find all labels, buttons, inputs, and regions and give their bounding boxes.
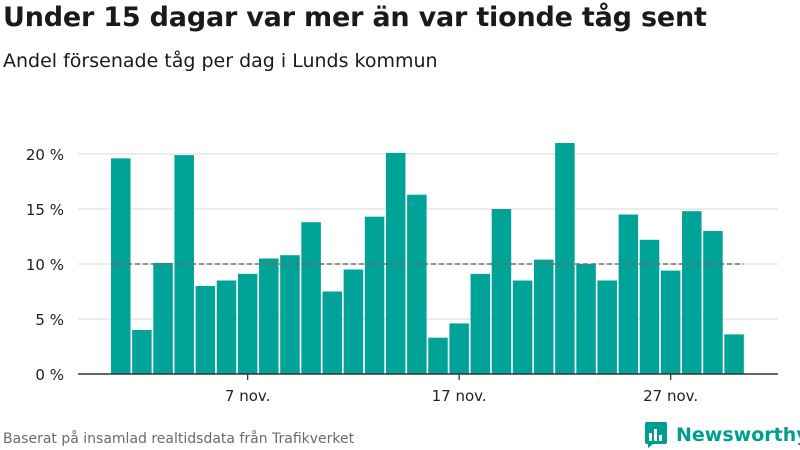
bar [470, 273, 491, 374]
bar [491, 209, 512, 374]
x-axis-labels: 7 nov. 17 nov. 27 nov. [225, 387, 698, 405]
brand-name: Newsworthy [676, 424, 800, 446]
bar [216, 280, 237, 374]
bar [343, 269, 364, 374]
bar [576, 264, 596, 374]
bar [153, 262, 173, 374]
newsworthy-chart-logo-icon [645, 422, 667, 448]
bar [301, 222, 321, 374]
bar [322, 291, 342, 374]
bar [428, 337, 448, 374]
bar [639, 239, 660, 374]
bar [280, 255, 300, 374]
bar [364, 216, 385, 374]
bar [618, 214, 639, 374]
bar [237, 273, 258, 374]
bar [682, 211, 702, 374]
x-axis [78, 373, 778, 380]
y-tick-label: 5 % [35, 311, 64, 329]
bar [724, 334, 744, 374]
bar [597, 280, 617, 374]
y-axis-labels: 0 % 5 % 10 % 15 % 20 % [26, 146, 64, 384]
x-tick-label: 7 nov. [225, 387, 270, 405]
bars [111, 143, 744, 374]
chart-subtitle: Andel försenade tåg per dag i Lunds komm… [3, 50, 438, 72]
bar [259, 258, 279, 374]
bar [195, 286, 216, 374]
bar [449, 323, 469, 374]
y-tick-label: 15 % [26, 201, 64, 219]
source-note: Baserat på insamlad realtidsdata från Tr… [3, 431, 355, 447]
bar [660, 270, 681, 374]
y-tick-label: 10 % [26, 256, 64, 274]
bar [512, 280, 533, 374]
y-tick-label: 20 % [26, 146, 64, 164]
y-tick-label: 0 % [35, 366, 64, 384]
bar [703, 231, 723, 374]
x-tick-label: 27 nov. [643, 387, 698, 405]
bar [555, 143, 575, 374]
brand-logo: Newsworthy [643, 420, 800, 450]
bar [534, 259, 554, 374]
bar [111, 158, 131, 374]
bar [407, 194, 427, 374]
x-tick-label: 17 nov. [432, 387, 487, 405]
chart-title: Under 15 dagar var mer än var tionde tåg… [3, 2, 707, 33]
bar [132, 330, 152, 374]
